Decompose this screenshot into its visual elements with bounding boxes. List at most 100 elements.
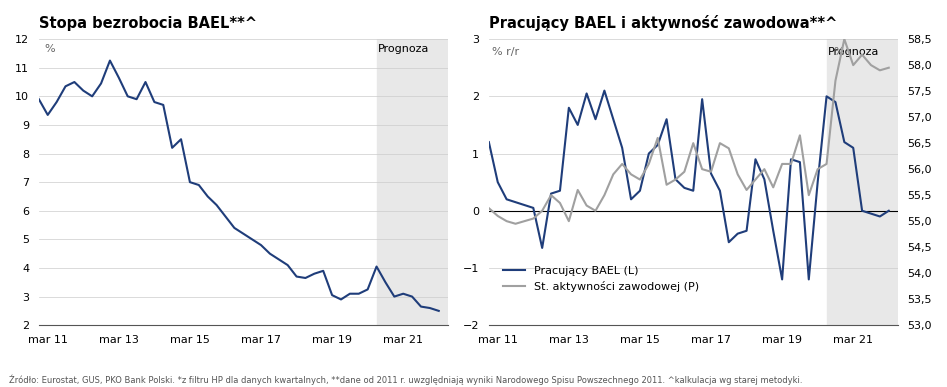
St. aktywności zawodowej (P) xyxy=(724,146,735,151)
Line: Pracujący BAEL (L): Pracujący BAEL (L) xyxy=(489,91,889,279)
Bar xyxy=(377,39,448,325)
St. aktywności zawodowej (P) xyxy=(572,188,583,192)
Pracujący BAEL (L) xyxy=(874,214,885,219)
St. aktywności zawodowej (P) xyxy=(856,52,867,57)
Text: %: % xyxy=(833,47,845,57)
Pracujący BAEL (L) xyxy=(830,100,841,104)
Pracujący BAEL (L) xyxy=(670,177,681,182)
Pracujący BAEL (L) xyxy=(661,117,672,122)
St. aktywności zawodowej (P) xyxy=(830,79,841,83)
St. aktywności zawodowej (P) xyxy=(599,193,610,197)
Pracujący BAEL (L) xyxy=(706,171,717,176)
St. aktywności zawodowej (P) xyxy=(795,133,806,138)
Pracujący BAEL (L) xyxy=(884,209,895,213)
Pracujący BAEL (L) xyxy=(732,231,743,236)
St. aktywności zawodowej (P) xyxy=(866,63,877,67)
Pracujący BAEL (L) xyxy=(848,146,859,150)
Pracujący BAEL (L) xyxy=(492,180,504,185)
Pracujący BAEL (L) xyxy=(750,157,761,162)
Text: % r/r: % r/r xyxy=(492,47,520,57)
St. aktywności zawodowej (P) xyxy=(616,162,628,166)
St. aktywności zawodowej (P) xyxy=(634,177,646,182)
St. aktywności zawodowej (P) xyxy=(501,219,512,223)
St. aktywności zawodowej (P) xyxy=(768,185,779,190)
St. aktywności zawodowej (P) xyxy=(821,162,832,166)
Pracujący BAEL (L) xyxy=(572,123,583,127)
St. aktywności zawodowej (P) xyxy=(750,177,761,182)
Pracujący BAEL (L) xyxy=(724,240,735,245)
Pracujący BAEL (L) xyxy=(483,140,494,144)
Pracujący BAEL (L) xyxy=(795,160,806,164)
Pracujący BAEL (L) xyxy=(652,143,664,147)
Pracujący BAEL (L) xyxy=(821,94,832,99)
Pracujący BAEL (L) xyxy=(856,209,867,213)
St. aktywności zawodowej (P) xyxy=(492,214,504,218)
Pracujący BAEL (L) xyxy=(812,180,823,185)
St. aktywności zawodowej (P) xyxy=(581,203,592,208)
Text: Źródło: Eurostat, GUS, PKO Bank Polski. *z filtru HP dla danych kwartalnych, **d: Źródło: Eurostat, GUS, PKO Bank Polski. … xyxy=(9,375,803,385)
Text: %: % xyxy=(45,44,55,54)
St. aktywności zawodowej (P) xyxy=(527,216,539,221)
St. aktywności zawodowej (P) xyxy=(812,167,823,171)
St. aktywności zawodowej (P) xyxy=(696,167,707,171)
Pracujący BAEL (L) xyxy=(714,188,725,193)
Pracujący BAEL (L) xyxy=(777,277,788,282)
St. aktywności zawodowej (P) xyxy=(874,68,885,73)
Pracujący BAEL (L) xyxy=(643,151,654,156)
St. aktywności zawodowej (P) xyxy=(884,65,895,70)
St. aktywności zawodowej (P) xyxy=(732,172,743,177)
Text: Prognoza: Prognoza xyxy=(378,44,430,54)
St. aktywności zawodowej (P) xyxy=(848,63,859,67)
Pracujący BAEL (L) xyxy=(608,117,619,122)
Bar xyxy=(827,39,898,325)
St. aktywności zawodowej (P) xyxy=(643,162,654,166)
St. aktywności zawodowej (P) xyxy=(759,167,770,171)
Line: St. aktywności zawodowej (P): St. aktywności zawodowej (P) xyxy=(489,39,889,224)
St. aktywności zawodowej (P) xyxy=(483,206,494,211)
Pracujący BAEL (L) xyxy=(519,203,530,207)
St. aktywności zawodowej (P) xyxy=(741,188,752,192)
Pracujący BAEL (L) xyxy=(537,246,548,250)
St. aktywności zawodowej (P) xyxy=(652,135,664,140)
St. aktywności zawodowej (P) xyxy=(608,172,619,177)
Pracujący BAEL (L) xyxy=(554,188,565,193)
Pracujący BAEL (L) xyxy=(625,197,636,202)
St. aktywności zawodowej (P) xyxy=(519,219,530,223)
Pracujący BAEL (L) xyxy=(501,197,512,202)
Pracujący BAEL (L) xyxy=(545,191,557,196)
St. aktywności zawodowej (P) xyxy=(563,219,575,223)
St. aktywności zawodowej (P) xyxy=(670,177,681,182)
Pracujący BAEL (L) xyxy=(759,177,770,182)
Pracujący BAEL (L) xyxy=(616,146,628,150)
Text: Stopa bezrobocia BAEL**^: Stopa bezrobocia BAEL**^ xyxy=(39,16,257,31)
Pracujący BAEL (L) xyxy=(581,91,592,96)
Pracujący BAEL (L) xyxy=(590,117,601,122)
Legend: Pracujący BAEL (L), St. aktywności zawodowej (P): Pracujący BAEL (L), St. aktywności zawod… xyxy=(498,261,704,297)
Text: Pracujący BAEL i aktywność zawodowa**^: Pracujący BAEL i aktywność zawodowa**^ xyxy=(489,15,837,31)
Text: Prognoza: Prognoza xyxy=(829,47,880,57)
Pracujący BAEL (L) xyxy=(563,105,575,110)
Pracujący BAEL (L) xyxy=(803,277,814,282)
St. aktywności zawodowej (P) xyxy=(509,221,521,226)
Pracujący BAEL (L) xyxy=(839,140,850,144)
Pracujący BAEL (L) xyxy=(679,185,690,190)
Pracujący BAEL (L) xyxy=(509,200,521,204)
Pracujący BAEL (L) xyxy=(785,157,796,162)
St. aktywności zawodowej (P) xyxy=(688,141,699,146)
Pracujący BAEL (L) xyxy=(768,228,779,233)
St. aktywności zawodowej (P) xyxy=(590,209,601,213)
St. aktywności zawodowej (P) xyxy=(714,141,725,146)
Pracujący BAEL (L) xyxy=(599,88,610,93)
Pracujący BAEL (L) xyxy=(634,188,646,193)
St. aktywności zawodowej (P) xyxy=(661,182,672,187)
St. aktywności zawodowej (P) xyxy=(706,170,717,174)
St. aktywności zawodowej (P) xyxy=(537,209,548,213)
St. aktywności zawodowej (P) xyxy=(679,170,690,174)
St. aktywności zawodowej (P) xyxy=(545,193,557,197)
St. aktywności zawodowej (P) xyxy=(625,172,636,177)
Pracujący BAEL (L) xyxy=(696,97,707,101)
Pracujący BAEL (L) xyxy=(527,205,539,210)
St. aktywności zawodowej (P) xyxy=(777,162,788,166)
St. aktywności zawodowej (P) xyxy=(839,37,850,41)
Pracujący BAEL (L) xyxy=(741,228,752,233)
